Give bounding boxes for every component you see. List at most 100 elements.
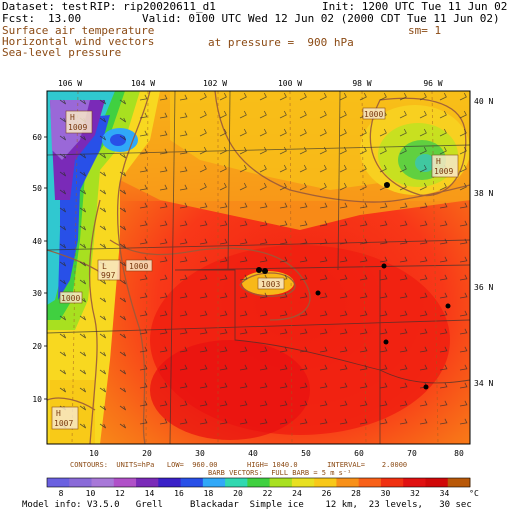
wind-barb (379, 220, 388, 227)
wind-barb (59, 189, 67, 195)
wind-barb (319, 164, 327, 173)
wind-barb (239, 400, 248, 407)
wind-barb (419, 292, 428, 299)
wind-barb (99, 189, 107, 195)
colorbar-tick-label: 28 (351, 489, 361, 498)
wind-barb (319, 310, 328, 317)
wind-barb (399, 400, 408, 407)
wind-barb (59, 171, 67, 177)
colorbar-swatch (91, 478, 115, 487)
wind-barb (379, 146, 387, 155)
wind-barb (279, 418, 288, 425)
wind-barb (459, 418, 468, 425)
wind-barb (239, 238, 248, 245)
wind-barb (239, 220, 248, 227)
colorbar-swatch (380, 478, 404, 487)
wind-barb (239, 292, 248, 299)
wind-barb (459, 164, 467, 173)
wind-barb (279, 128, 287, 137)
wind-barb (439, 400, 448, 407)
lat-label-38n: 38 N (474, 189, 493, 198)
wind-barb (379, 202, 388, 209)
rip-label: RIP: rip20020611_d1 (90, 0, 216, 13)
wind-barb (219, 292, 228, 299)
wind-barb (379, 274, 388, 281)
wind-barb (279, 92, 287, 101)
wind-barb (299, 92, 307, 101)
wind-barb (139, 418, 148, 425)
wind-barb (459, 256, 468, 263)
wind-barb (199, 274, 208, 281)
wind-barb (179, 346, 188, 353)
wind-barb (319, 146, 327, 155)
wind-barb (359, 164, 367, 173)
wind-barb (79, 405, 87, 411)
wind-barb (359, 220, 368, 227)
wind-barb (99, 225, 107, 231)
field-sea-level-pressure: Sea-level pressure (2, 46, 122, 59)
wind-barb (99, 243, 107, 249)
wind-barb (439, 110, 447, 119)
wind-barb (359, 382, 368, 389)
wind-barb (239, 346, 248, 353)
wind-barb (199, 92, 207, 101)
wind-barb (159, 364, 168, 371)
wind-barb (99, 333, 107, 339)
field-surface-temperature: Surface air temperature (2, 24, 155, 37)
wind-barb (119, 351, 127, 357)
wind-barb (159, 418, 168, 425)
fcst-value: 13.00 (48, 12, 82, 25)
wind-barb (79, 369, 87, 375)
lat-label-40n: 40 N (474, 97, 493, 106)
colorbar-swatch (336, 478, 360, 487)
wind-barb (179, 382, 188, 389)
wind-barb (399, 220, 408, 227)
wind-barb (119, 423, 127, 429)
wind-barb (179, 238, 188, 245)
colorbar-swatch (247, 478, 271, 487)
wind-barb (159, 184, 168, 191)
wind-barb (299, 220, 308, 227)
wind-barb (339, 220, 348, 227)
wind-barb (439, 256, 448, 263)
wind-barb (339, 256, 348, 263)
valid-label: Valid: 0100 UTC Wed 12 Jun 02 (2000 CDT … (142, 12, 500, 25)
colorbar-swatch (158, 478, 181, 487)
wind-barb (59, 117, 67, 123)
wind-barb (159, 328, 168, 335)
colorbar-tick-label: °C (469, 489, 479, 498)
wind-barb (319, 346, 328, 353)
colorbar-tick-label: 16 (174, 489, 184, 498)
wind-barb (299, 346, 308, 353)
wind-barb (419, 92, 427, 101)
lon-label-98w: 98 W (352, 79, 371, 88)
wind-barb (419, 418, 428, 425)
left-tick-10: 10 (32, 395, 42, 404)
wind-barb (79, 225, 87, 231)
wind-barb (279, 382, 288, 389)
wind-barb (199, 346, 208, 353)
wind-barb (279, 256, 288, 263)
wind-barb (459, 310, 468, 317)
wind-barb (79, 315, 87, 321)
wind-barb (259, 328, 268, 335)
wind-barb (239, 164, 247, 173)
wind-barb (319, 182, 327, 191)
wind-barb (459, 146, 467, 155)
wind-barb (79, 243, 87, 249)
bottom-tick-20: 20 (142, 449, 152, 458)
wind-barb (59, 333, 67, 339)
fcst-label: Fcst: (2, 12, 36, 25)
wind-barb (359, 182, 367, 191)
pressure-label-h-1009-east: H 1009 (431, 154, 459, 178)
wind-barb (459, 274, 468, 281)
wind-barb (399, 182, 407, 191)
wind-barb (199, 364, 208, 371)
wind-barb (319, 292, 328, 299)
colorbar-swatch (291, 478, 315, 487)
wind-barb (379, 382, 388, 389)
wind-barb (239, 92, 247, 101)
wind-barb (399, 310, 408, 317)
wind-barb (399, 292, 408, 299)
wind-barb (299, 146, 307, 155)
